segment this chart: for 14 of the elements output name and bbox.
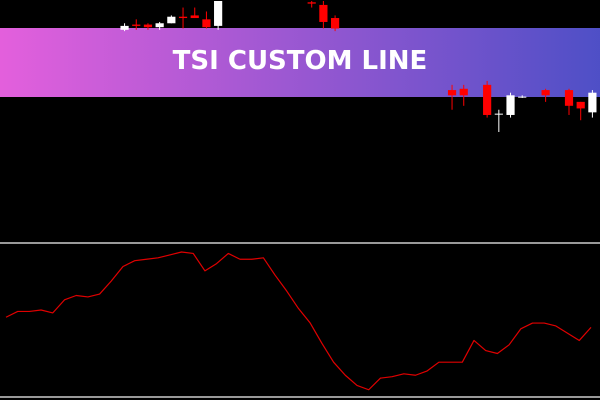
candlestick — [564, 88, 574, 116]
candlestick — [319, 0, 328, 30]
candlestick — [448, 84, 456, 110]
candlestick — [494, 109, 503, 132]
candlestick — [330, 14, 340, 32]
candlestick — [202, 10, 211, 30]
candlestick — [506, 92, 515, 118]
candlestick — [178, 7, 188, 30]
text: TSI CUSTOM LINE — [172, 46, 428, 76]
candlestick — [588, 90, 596, 118]
candlestick — [542, 88, 550, 102]
candlestick — [460, 84, 468, 106]
candlestick — [132, 18, 140, 30]
candlestick — [576, 101, 585, 121]
